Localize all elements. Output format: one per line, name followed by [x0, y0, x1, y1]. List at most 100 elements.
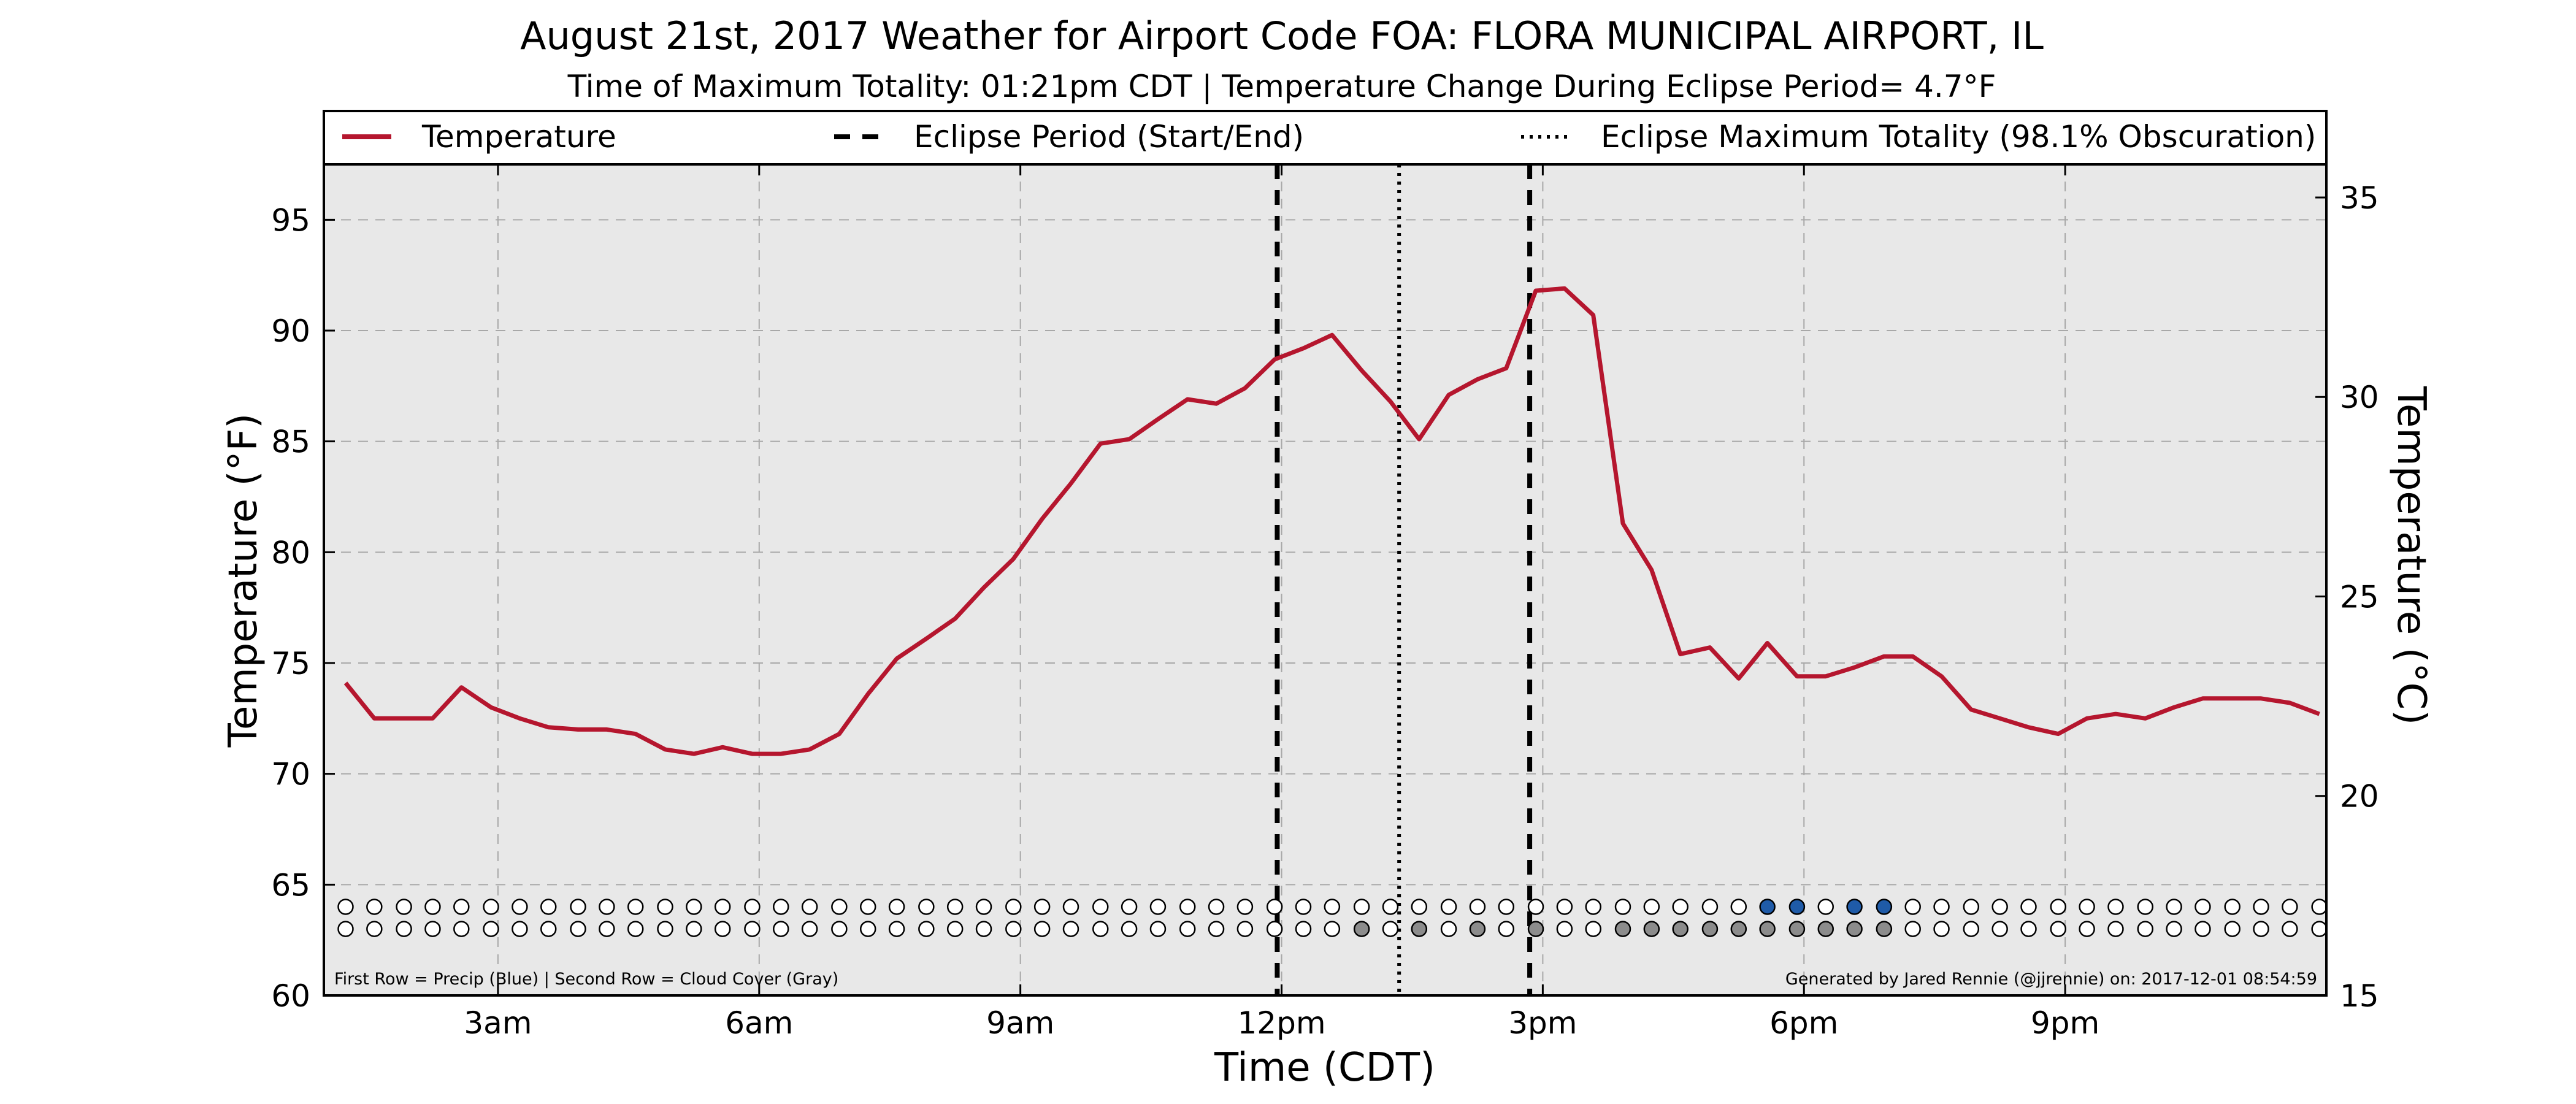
x-tick-label: 3am [464, 1005, 532, 1041]
cloud-indicator [424, 921, 441, 937]
precip-indicator [1498, 899, 1515, 915]
cloud-indicator [1585, 921, 1601, 937]
cloud-indicator [1005, 921, 1022, 937]
precip-indicator [1179, 899, 1196, 915]
precip-indicator [453, 899, 470, 915]
cloud-indicator [918, 921, 935, 937]
grid-lines [324, 164, 2326, 995]
cloud-indicator [1179, 921, 1196, 937]
precip-indicator [888, 899, 905, 915]
cloud-indicator [686, 921, 702, 937]
precip-indicator [1440, 899, 1457, 915]
y-right-tick-label: 25 [2340, 579, 2379, 615]
precip-indicator [1411, 899, 1428, 915]
precip-indicator [1817, 899, 1834, 915]
precip-indicator [2311, 899, 2328, 915]
precip-indicator [1643, 899, 1660, 915]
cloud-indicator [453, 921, 470, 937]
precip-indicator [1527, 899, 1544, 915]
cloud-indicator [627, 921, 644, 937]
precip-indicator [1904, 899, 1921, 915]
precip-indicator [396, 899, 412, 915]
cloud-indicator [1730, 921, 1747, 937]
precip-indicator [1672, 899, 1689, 915]
cloud-indicator [1556, 921, 1573, 937]
cloud-indicator [2282, 921, 2298, 937]
precip-indicator [1033, 899, 1051, 915]
cloud-indicator [657, 921, 673, 937]
cloud-indicator [1149, 921, 1167, 937]
temperature-series-line [343, 286, 2320, 756]
y-tick-label: 75 [271, 646, 310, 681]
x-tick-label: 3pm [1508, 1005, 1577, 1041]
precip-indicator [1062, 899, 1079, 915]
y-axis-label-left: Temperature (°F) [221, 413, 266, 748]
precip-indicator [918, 899, 935, 915]
precip-indicator [512, 899, 528, 915]
plot-area [324, 164, 2326, 995]
cloud-indicator [744, 921, 761, 937]
cloud-indicator [2050, 921, 2067, 937]
legend-eclipse-period-label: Eclipse Period (Start/End) [914, 119, 1304, 155]
cloud-indicator [2195, 921, 2211, 937]
precip-indicator [1353, 899, 1370, 915]
cloud-indicator [1324, 921, 1341, 937]
precip-indicator [1469, 899, 1486, 915]
precip-indicator [1701, 899, 1719, 915]
precip-indicator [801, 899, 818, 915]
cloud-indicator [1788, 921, 1806, 937]
cloud-indicator [1904, 921, 1921, 937]
cloud-indicator [2020, 921, 2037, 937]
cloud-indicator [1295, 921, 1312, 937]
precip-indicator [2107, 899, 2124, 915]
x-tick-label: 12pm [1237, 1005, 1325, 1041]
precip-indicator [744, 899, 761, 915]
precip-indicator [2050, 899, 2067, 915]
precip-indicator [1208, 899, 1225, 915]
precip-indicator [1295, 899, 1312, 915]
precip-indicator [1585, 899, 1601, 915]
x-tick-label: 9pm [2031, 1005, 2099, 1041]
precip-indicator [2195, 899, 2211, 915]
cloud-indicator [1876, 921, 1893, 937]
x-axis-label: Time (CDT) [1214, 1045, 1435, 1091]
precip-indicator [2253, 899, 2269, 915]
precip-indicator [686, 899, 702, 915]
precip-indicator [975, 899, 992, 915]
series-layer [343, 286, 2320, 756]
legend-eclipse-max-label: Eclipse Maximum Totality (98.1% Obscurat… [1601, 119, 2316, 155]
legend: Temperature Eclipse Period (Start/End) E… [323, 110, 2328, 166]
precip-indicator [946, 899, 964, 915]
precip-indicator [2282, 899, 2298, 915]
cloud-indicator [2224, 921, 2241, 937]
chart-title: August 21st, 2017 Weather for Airport Co… [520, 13, 2044, 58]
legend-temperature-label: Temperature [421, 119, 616, 155]
precip-indicator [1614, 899, 1631, 915]
y-right-tick-label: 30 [2340, 380, 2379, 415]
cloud-indicator [1469, 921, 1486, 937]
cloud-indicator [540, 921, 557, 937]
cloud-indicator [1672, 921, 1689, 937]
cloud-indicator [2107, 921, 2124, 937]
precip-indicator [1759, 899, 1776, 915]
precip-indicator [599, 899, 615, 915]
cloud-indicator [483, 921, 499, 937]
cloud-indicator [1846, 921, 1863, 937]
cloud-indicator [599, 921, 615, 937]
precip-indicator [2079, 899, 2095, 915]
cloud-indicator [888, 921, 905, 937]
precip-indicator [1846, 899, 1863, 915]
precip-indicator [337, 899, 354, 915]
precip-indicator [627, 899, 644, 915]
chart-subtitle: Time of Maximum Totality: 01:21pm CDT | … [567, 69, 1996, 104]
y-right-tick-label: 15 [2340, 978, 2379, 1014]
precip-indicator [483, 899, 499, 915]
precip-indicator [1556, 899, 1573, 915]
cloud-indicator [366, 921, 383, 937]
footnote-right: Generated by Jared Rennie (@jjrennie) on… [1785, 970, 2317, 989]
cloud-indicator [337, 921, 354, 937]
y-tick-label: 70 [271, 757, 310, 792]
precip-indicator [1324, 899, 1341, 915]
legend-box [323, 110, 2328, 166]
